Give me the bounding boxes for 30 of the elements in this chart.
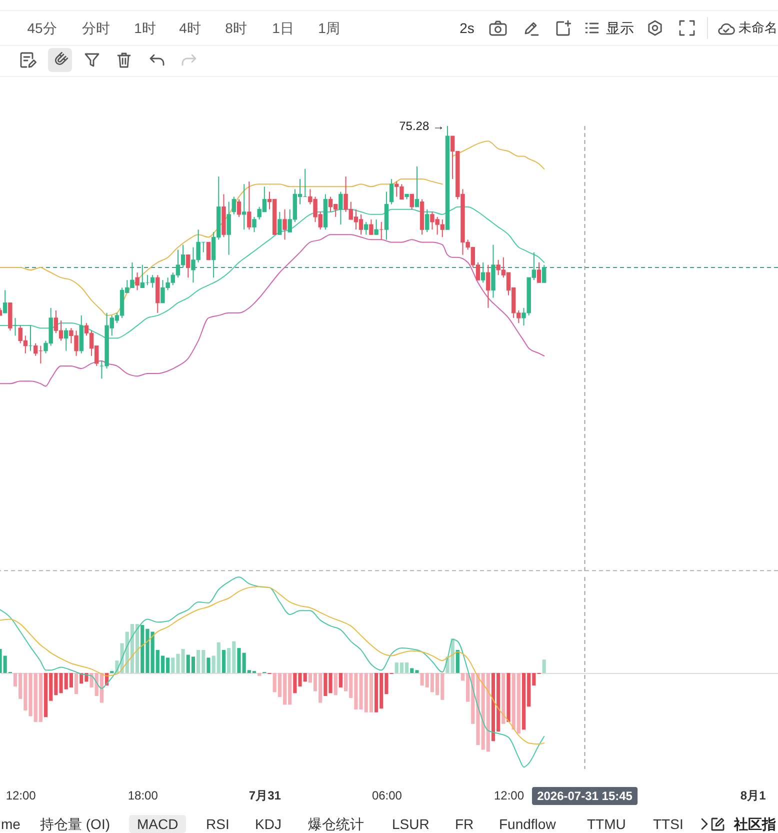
text: FR [455,815,474,833]
text: 45分 [27,19,57,37]
text: TTMU [587,815,626,833]
text: RSI [206,815,230,833]
text: 社区指 [734,815,776,833]
x-tick-label: 18:00 [128,788,158,802]
text: 爆仓统计 [308,815,364,833]
x-tick-label: 7月31 [248,788,282,802]
x-tick-label: 12:00 [494,788,524,802]
text: 1日 [272,19,294,37]
x-tick-label: 8月1 [740,788,766,802]
text: 1时 [134,19,156,37]
text: 持仓量 (OI) [40,815,110,833]
x-tick-label: 12:00 [6,788,36,802]
text: LSUR [392,815,430,833]
text: KDJ [255,815,282,833]
text: 显示 [606,19,634,37]
text: 4时 [179,19,201,37]
text: me [1,815,20,833]
text: 分时 [82,19,110,37]
annotation: 75.28 → [399,119,444,133]
text: MACD [129,815,186,833]
text: TTSI [653,815,684,833]
text: Fundflow [499,815,556,833]
text: 1周 [318,19,340,37]
ref-line-label: 2026-07-31 15:45 [537,789,633,803]
text: 2s [460,19,474,37]
x-tick-label: 06:00 [372,788,402,802]
text: 8时 [225,19,247,37]
text: 未命名 [738,19,778,37]
